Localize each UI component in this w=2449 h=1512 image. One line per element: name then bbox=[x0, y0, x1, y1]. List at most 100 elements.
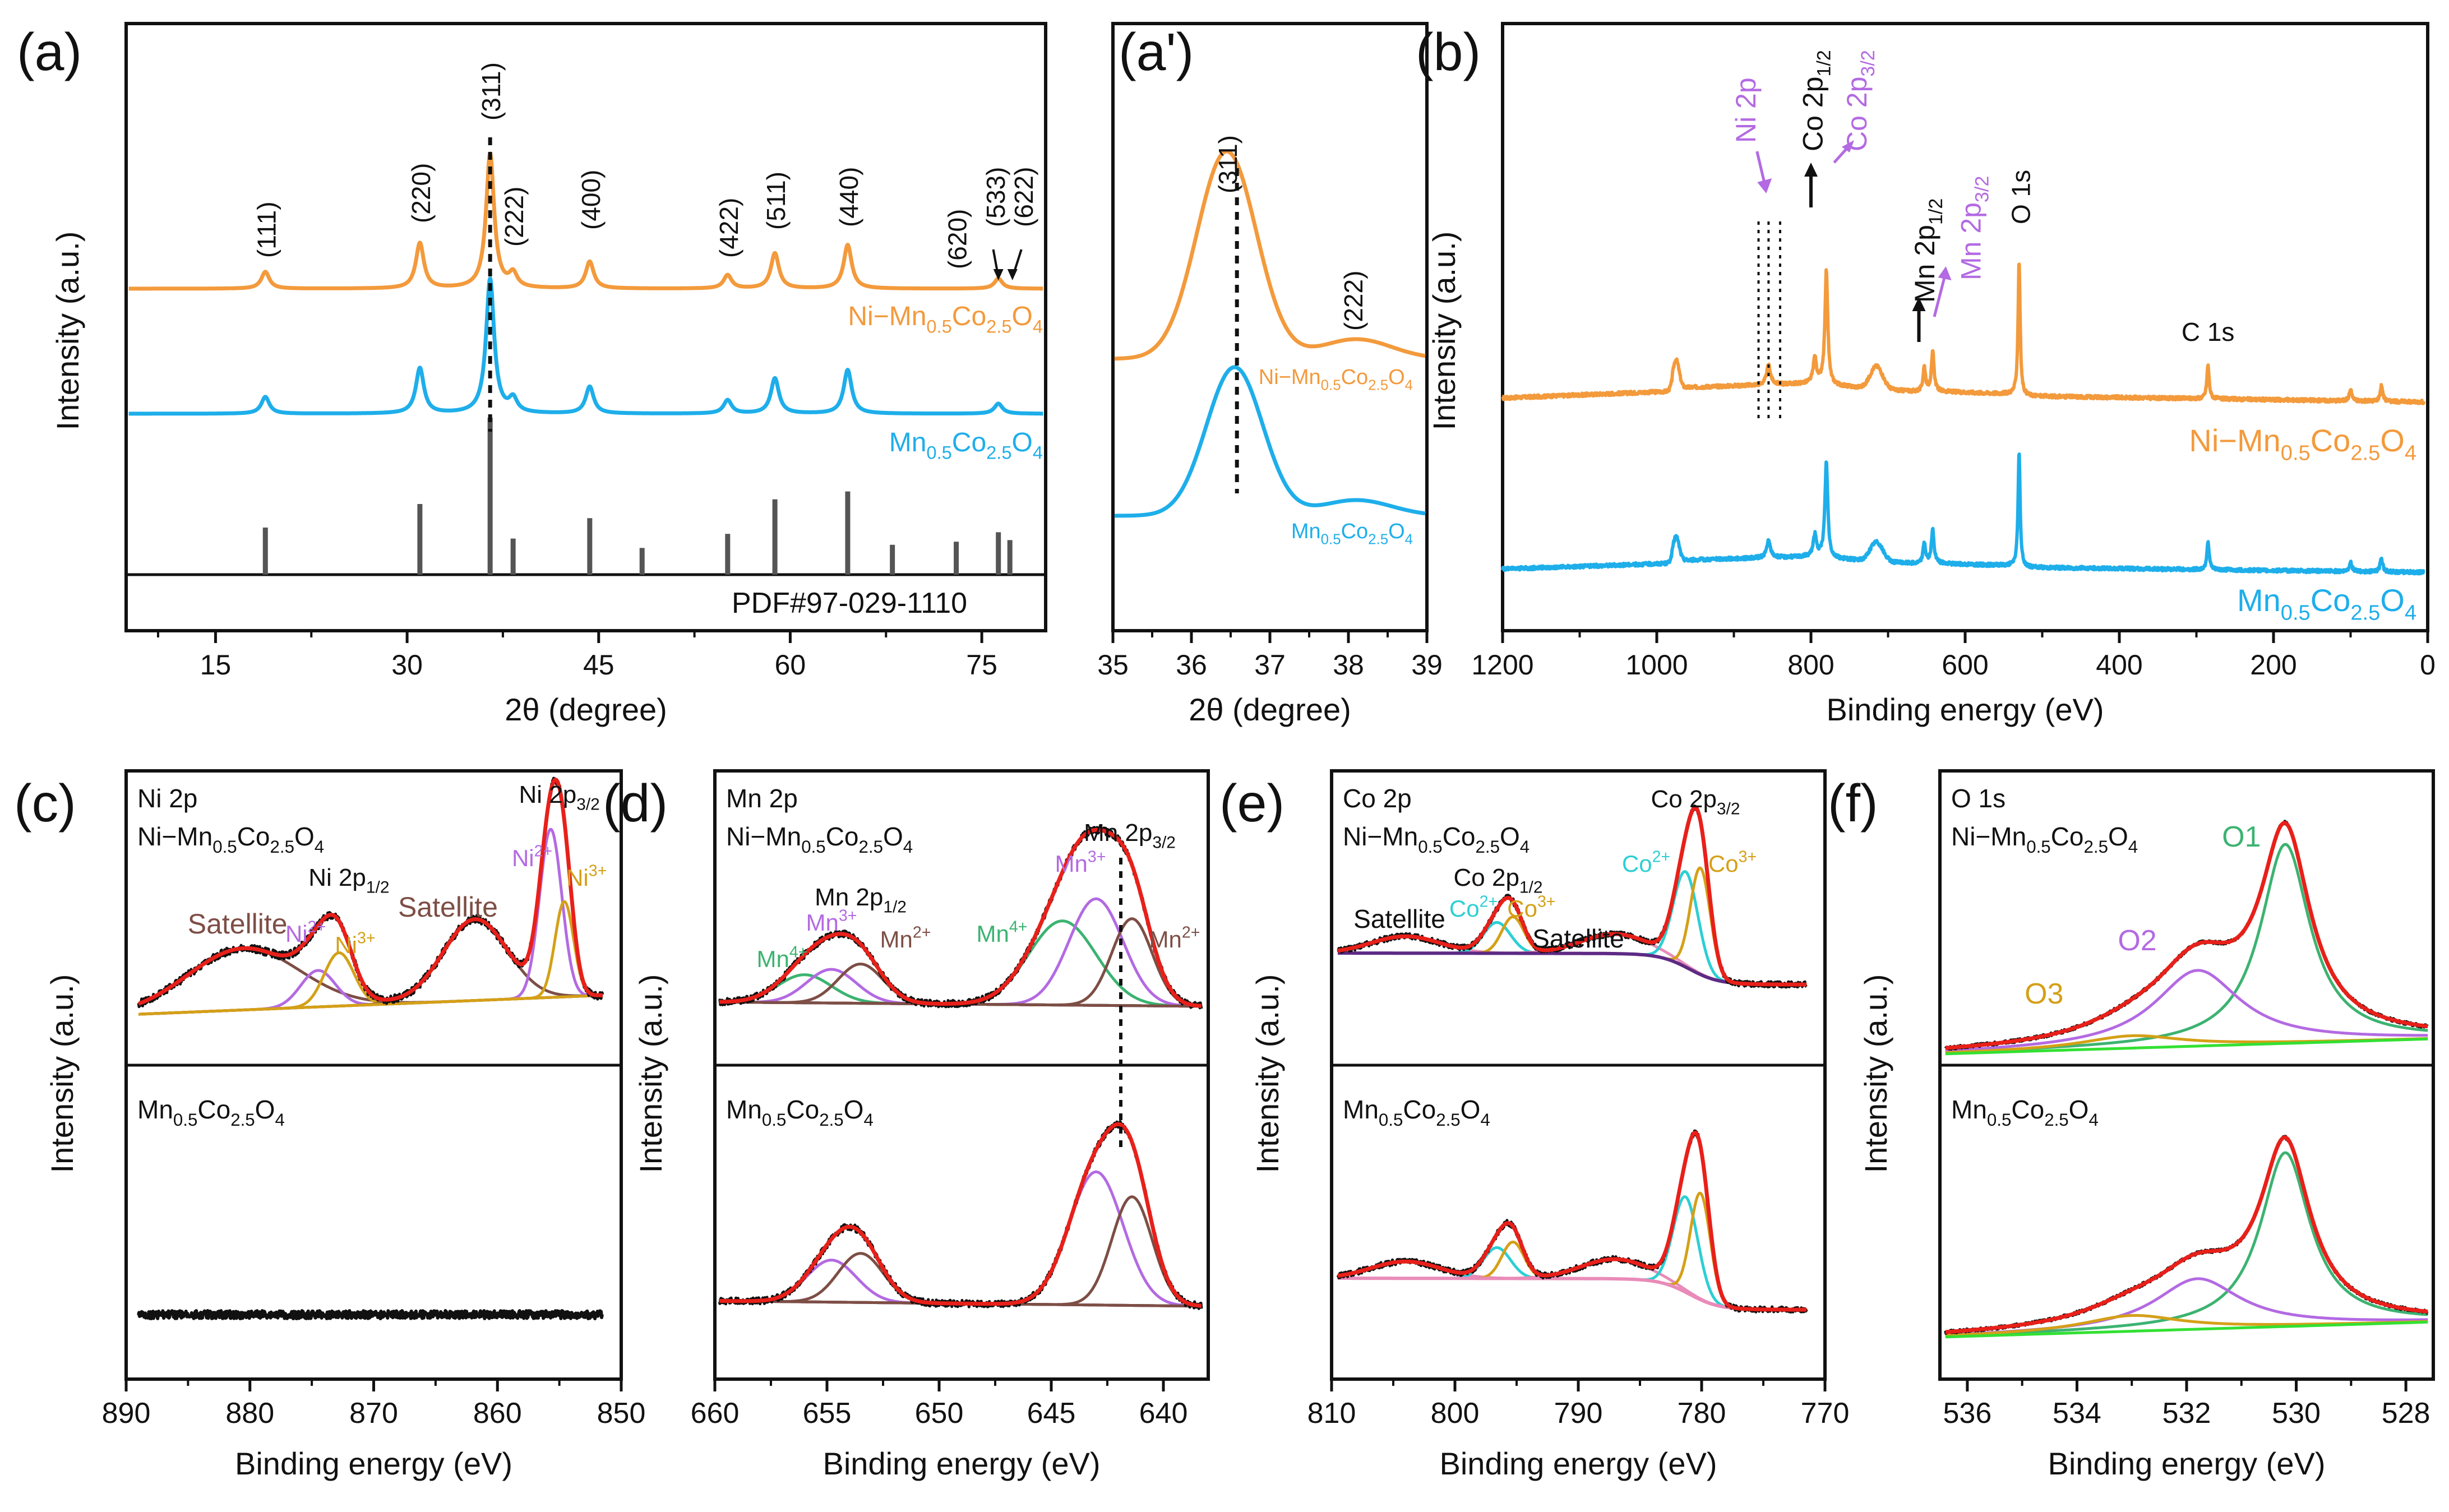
panel-sample-label: Mn0.5​Co2.5​O4​ bbox=[1951, 1095, 2099, 1130]
x-tick-label: 36 bbox=[1176, 649, 1207, 681]
x-tick-label: 200 bbox=[2250, 649, 2296, 681]
peak-label-co-2p12: Co 2p1/2​ bbox=[1798, 50, 1835, 151]
arrow-mn-2p32-head bbox=[1938, 266, 1952, 280]
panel-b-frame bbox=[1501, 22, 2429, 632]
hkl-label: (222) bbox=[1339, 271, 1368, 331]
series-line-ni-mco bbox=[1113, 149, 1427, 361]
peak-label-co-2p32: Co 2p3/2​ bbox=[1841, 50, 1879, 151]
label-mn2: Mn2+​ bbox=[1149, 923, 1200, 952]
fit-envelope bbox=[1944, 1135, 2429, 1334]
label-satellite: Satellite bbox=[188, 908, 288, 940]
panel-sample-label: Mn0.5​Co2.5​O4​ bbox=[137, 1095, 285, 1130]
fit-component bbox=[718, 1170, 1203, 1308]
raw-data bbox=[1336, 1129, 1808, 1314]
hkl-label: (311) bbox=[1213, 135, 1242, 193]
series-line-mco bbox=[127, 276, 1045, 416]
x-tick-label: 660 bbox=[691, 1397, 740, 1430]
label-mn3: Mn3+​ bbox=[806, 907, 857, 936]
panel-label: (d) bbox=[603, 774, 668, 833]
raw-data-bottom bbox=[137, 1309, 604, 1320]
panel-c-frame bbox=[124, 769, 623, 1381]
reference-label: PDF#97-029-1110 bbox=[732, 587, 967, 619]
x-axis-title: Binding energy (eV) bbox=[1827, 692, 2104, 727]
x-tick-label: 1000 bbox=[1625, 649, 1688, 681]
label-ni-2p32: Ni 2p3/2​ bbox=[519, 781, 599, 813]
arrow-mn-2p12-head bbox=[1912, 297, 1926, 311]
x-tick-label: 534 bbox=[2053, 1397, 2101, 1430]
y-axis-title: Intensity (a.u.) bbox=[1858, 974, 1893, 1173]
fit-component bbox=[718, 1259, 1203, 1308]
x-tick-label: 60 bbox=[775, 649, 806, 681]
arrow-622-head bbox=[1007, 269, 1018, 280]
hkl-label: (533) bbox=[981, 167, 1010, 227]
label-mn3: Mn3+​ bbox=[1055, 848, 1106, 877]
panel-sample-label: Ni−Mn0.5​Co2.5​O4​ bbox=[726, 822, 913, 857]
hkl-label: (440) bbox=[834, 167, 863, 227]
peak-label-mn-2p12: Mn 2p1/2​ bbox=[1909, 198, 1947, 303]
x-tick-label: 600 bbox=[1942, 649, 1988, 681]
label-co3: Co3+​ bbox=[1708, 848, 1757, 877]
x-axis-title: Binding energy (eV) bbox=[823, 1446, 1101, 1481]
panel-sample-label: Ni−Mn0.5​Co2.5​O4​ bbox=[1343, 822, 1530, 857]
panel-sample-label: Ni−Mn0.5​Co2.5​O4​ bbox=[137, 822, 324, 857]
panel-d-frame bbox=[713, 769, 1210, 1381]
x-tick-label: 45 bbox=[583, 649, 614, 681]
y-axis-title: Intensity (a.u.) bbox=[44, 974, 80, 1173]
label-satellite: Satellite bbox=[1532, 924, 1624, 953]
arrow-ni-2p-head bbox=[1757, 178, 1772, 193]
x-tick-label: 640 bbox=[1139, 1397, 1188, 1430]
hkl-label: (622) bbox=[1009, 167, 1038, 227]
label-ni2: Ni2+​ bbox=[285, 918, 326, 947]
hkl-label: (311) bbox=[477, 62, 506, 121]
label-ni3: Ni3+​ bbox=[335, 929, 375, 958]
label-mn4: Mn4+​ bbox=[757, 943, 808, 972]
y-axis-title: Intensity (a.u.) bbox=[633, 974, 668, 1173]
background bbox=[1338, 951, 1806, 987]
series-line-mco bbox=[1113, 365, 1427, 518]
legend-ni-mco: Ni−Mn0.5​Co2.5​O4​ bbox=[1259, 366, 1413, 394]
hkl-label: (400) bbox=[576, 170, 606, 230]
x-tick-label: 530 bbox=[2272, 1397, 2321, 1430]
legend-mco: Mn0.5​Co2.5​O4​ bbox=[1291, 520, 1413, 548]
fit-component bbox=[1944, 1151, 2429, 1337]
x-tick-label: 35 bbox=[1097, 649, 1129, 681]
x-tick-label: 650 bbox=[915, 1397, 964, 1430]
arrow-co-2p32-head bbox=[1842, 140, 1854, 152]
fit-component bbox=[1337, 1240, 1808, 1311]
label-ni-2p12: Ni 2p1/2​ bbox=[308, 864, 389, 896]
fit-envelope bbox=[137, 778, 604, 1006]
label-ni3: Ni3+​ bbox=[566, 862, 607, 891]
label-ni2: Ni2+​ bbox=[512, 842, 552, 871]
label-co2: Co2+​ bbox=[1449, 893, 1498, 922]
label-o1: O1 bbox=[2222, 821, 2261, 853]
legend-mco: Mn0.5​Co2.5​O4​ bbox=[2237, 582, 2416, 625]
x-axis-title: 2θ (degree) bbox=[505, 692, 667, 727]
x-tick-label: 38 bbox=[1333, 649, 1364, 681]
legend-mco: Mn0.5​Co2.5​O4​ bbox=[889, 428, 1043, 463]
panel-sample-label: Mn0.5​Co2.5​O4​ bbox=[1343, 1095, 1490, 1130]
raw-data bbox=[718, 1120, 1203, 1310]
hkl-label: (620) bbox=[943, 209, 972, 269]
arrow-533-head bbox=[993, 269, 1004, 280]
series-line-ni-mco bbox=[127, 151, 1045, 291]
label-mn2: Mn2+​ bbox=[880, 923, 931, 952]
fit-component bbox=[1337, 1257, 1808, 1311]
label-satellite: Satellite bbox=[398, 891, 498, 923]
panel-label: (b) bbox=[1416, 22, 1481, 82]
x-tick-label: 39 bbox=[1411, 649, 1443, 681]
label-co2: Co2+​ bbox=[1622, 848, 1670, 877]
legend-ni-mco: Ni−Mn0.5​Co2.5​O4​ bbox=[2189, 423, 2416, 465]
x-tick-label: 400 bbox=[2096, 649, 2142, 681]
panel-title: Mn 2p bbox=[726, 784, 798, 813]
x-tick-label: 800 bbox=[1787, 649, 1834, 681]
peak-label-ni-2p: Ni 2p bbox=[1730, 77, 1762, 143]
x-tick-label: 850 bbox=[597, 1397, 646, 1430]
label-co-2p32: Co 2p3/2​ bbox=[1651, 785, 1740, 818]
x-tick-label: 780 bbox=[1678, 1397, 1726, 1430]
y-axis-title: Intensity (a.u.) bbox=[1250, 974, 1285, 1173]
fit-envelope bbox=[1944, 821, 2429, 1050]
fit-envelope bbox=[718, 1122, 1203, 1308]
x-axis-title: Binding energy (eV) bbox=[2048, 1446, 2326, 1481]
x-axis-title: Binding energy (eV) bbox=[1440, 1446, 1717, 1481]
